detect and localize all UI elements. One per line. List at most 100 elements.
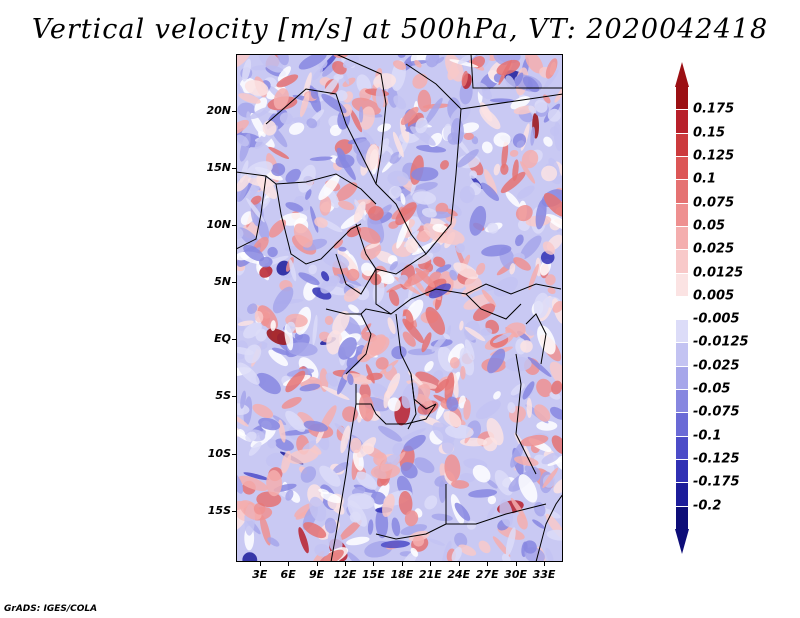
field-cell [382, 493, 395, 518]
field-cell [546, 529, 563, 541]
field-cell [338, 337, 357, 360]
field-cell [509, 263, 516, 275]
chart-title: Vertical velocity [m/s] at 500hPa, VT: 2… [31, 14, 769, 45]
field-cell [362, 442, 375, 455]
field-cell [545, 214, 563, 232]
field-cell [505, 527, 516, 556]
field-cell [553, 122, 563, 152]
field-cell [285, 410, 306, 432]
field-cell [505, 356, 532, 372]
field-cell [309, 496, 327, 522]
field-cell [268, 146, 290, 159]
field-cell [373, 452, 387, 466]
field-cell [518, 474, 538, 503]
field-cell [532, 519, 545, 529]
field-cell [293, 223, 313, 248]
field-cell [335, 154, 355, 169]
field-cell [380, 540, 410, 549]
field-cell [360, 323, 372, 335]
field-cell [435, 264, 452, 273]
field-cell [415, 117, 428, 134]
colorbar-box [676, 86, 688, 110]
field-cell [299, 383, 321, 392]
field-cell [320, 491, 343, 504]
country-border [325, 308, 372, 375]
field-cell [285, 370, 306, 393]
field-cell [237, 320, 254, 326]
lat-tick [232, 396, 236, 398]
lat-label: 10S [207, 446, 231, 460]
field-cell [545, 547, 554, 562]
lat-tick [232, 453, 236, 455]
map-plot-area [236, 54, 563, 562]
country-border [515, 353, 537, 475]
field-cell [408, 371, 424, 387]
field-cell [312, 314, 318, 346]
colorbar-bottom-arrow [675, 529, 689, 554]
field-cell [321, 271, 330, 282]
field-cell [262, 120, 277, 136]
field-cell [463, 132, 474, 141]
lon-label: 27E [475, 568, 499, 581]
field-cell [345, 313, 366, 326]
field-cell [250, 195, 262, 205]
field-cell [258, 54, 284, 73]
field-cell [373, 73, 397, 90]
field-cell [523, 540, 537, 554]
field-cell [444, 454, 461, 482]
field-cell [456, 149, 479, 168]
country-border [275, 183, 362, 265]
field-cell [366, 372, 383, 381]
lon-tick [316, 562, 318, 566]
field-cell [542, 241, 555, 255]
lat-label: EQ [214, 332, 231, 346]
field-cell [371, 491, 387, 505]
field-cell [359, 106, 375, 130]
field-cell [287, 449, 319, 464]
field-cell [238, 429, 245, 436]
field-cell [347, 500, 368, 527]
colorbar-box [676, 482, 688, 506]
country-border [460, 93, 563, 110]
field-cell [460, 122, 480, 133]
field-cell [424, 360, 434, 372]
field-cell [358, 106, 364, 123]
field-cell [370, 463, 401, 479]
field-cell [237, 475, 268, 492]
field-cell [346, 345, 366, 369]
field-cell [285, 202, 304, 212]
field-cell [520, 340, 533, 353]
field-cell [267, 438, 277, 449]
field-cell [386, 365, 393, 372]
field-cell [510, 383, 525, 396]
field-cell [493, 54, 511, 66]
lat-tick [232, 282, 236, 284]
colorbar-label: 0.125 [693, 148, 735, 164]
field-cell [268, 349, 289, 367]
field-cell [289, 259, 297, 282]
field-cell [536, 420, 558, 431]
field-cell [319, 195, 332, 216]
field-cell [464, 326, 486, 342]
field-cell [375, 87, 384, 109]
field-cell [252, 403, 274, 419]
field-cell [346, 536, 370, 546]
field-cell [403, 269, 430, 287]
field-cell [236, 54, 252, 69]
field-cell [526, 397, 533, 418]
field-cell [414, 60, 422, 68]
field-cell [434, 378, 449, 394]
field-cell [486, 506, 496, 519]
field-cell [332, 461, 349, 474]
field-cell [318, 174, 340, 201]
field-cell [255, 372, 281, 395]
field-cell [243, 322, 262, 339]
field-cell [398, 428, 426, 442]
lat-tick [232, 225, 236, 227]
field-cell [505, 191, 520, 207]
field-cell [274, 438, 294, 451]
field-cell [435, 56, 445, 64]
field-cell [314, 217, 328, 228]
field-cell [402, 331, 416, 347]
field-cell [404, 510, 419, 527]
